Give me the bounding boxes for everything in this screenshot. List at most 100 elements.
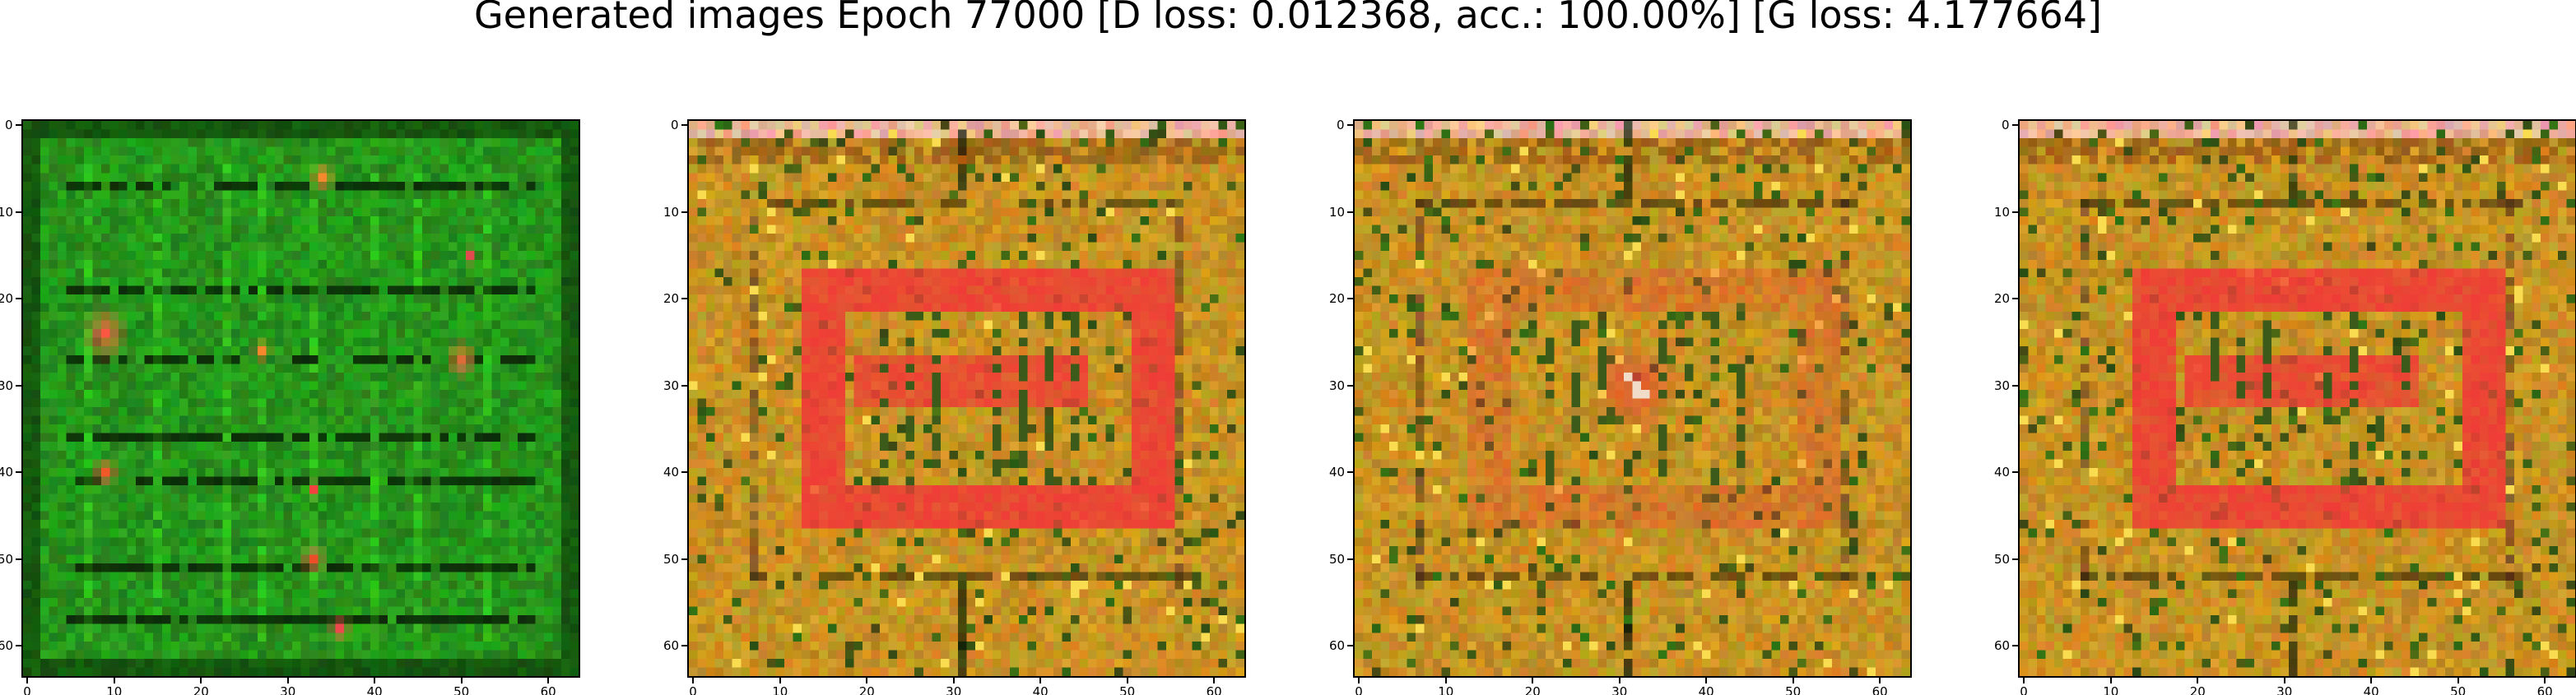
image-pixel <box>543 598 553 607</box>
image-pixel <box>274 312 284 321</box>
image-pixel <box>196 372 206 382</box>
image-pixel <box>75 511 85 521</box>
image-pixel <box>318 641 328 651</box>
image-pixel <box>170 312 180 321</box>
image-pixel <box>543 484 553 494</box>
image-pixel <box>370 606 379 616</box>
image-pixel <box>758 207 768 217</box>
image-pixel <box>1114 190 1123 200</box>
image-pixel <box>526 623 536 633</box>
image-pixel <box>274 268 284 278</box>
image-pixel <box>491 589 501 599</box>
image-pixel <box>766 146 776 156</box>
image-pixel <box>422 484 431 494</box>
image-pixel <box>352 190 362 200</box>
image-pixel <box>766 138 776 147</box>
image-pixel <box>205 641 215 651</box>
image-pixel <box>361 225 371 234</box>
image-pixel <box>1044 146 1054 156</box>
image-pixel <box>23 484 32 494</box>
image-pixel <box>1157 181 1167 191</box>
image-pixel <box>205 198 215 208</box>
image-pixel <box>274 129 284 139</box>
image-pixel <box>570 276 579 286</box>
image-pixel <box>344 658 353 668</box>
image-pixel <box>49 415 58 425</box>
image-pixel <box>239 650 249 660</box>
image-pixel <box>775 121 785 130</box>
image-pixel <box>370 572 379 581</box>
image-pixel <box>387 146 397 156</box>
image-pixel <box>413 606 423 616</box>
image-pixel <box>335 528 345 538</box>
image-pixel <box>396 372 406 382</box>
image-pixel <box>231 146 240 156</box>
image-pixel <box>92 407 102 416</box>
image-pixel <box>179 658 188 668</box>
image-pixel <box>214 198 223 208</box>
image-pixel <box>231 294 240 303</box>
image-pixel <box>153 234 162 243</box>
image-pixel <box>31 623 41 633</box>
image-pixel <box>136 129 145 139</box>
image-pixel <box>300 268 310 278</box>
image-pixel <box>49 641 58 651</box>
image-pixel <box>1001 155 1011 164</box>
image-pixel <box>83 155 93 164</box>
image-pixel <box>543 354 553 364</box>
image-pixel <box>509 415 518 425</box>
image-pixel <box>543 641 553 651</box>
image-pixel <box>370 503 379 512</box>
image-pixel <box>309 276 319 286</box>
image-pixel <box>222 389 232 399</box>
image-pixel <box>92 433 102 442</box>
image-pixel <box>327 181 336 191</box>
image-pixel <box>283 259 293 269</box>
image-pixel <box>457 476 467 486</box>
image-pixel <box>439 554 449 564</box>
image-pixel <box>309 312 319 321</box>
image-pixel <box>500 632 509 642</box>
image-pixel <box>560 580 570 590</box>
image-pixel <box>83 598 93 607</box>
image-pixel <box>83 580 93 590</box>
image-pixel <box>127 632 137 642</box>
image-pixel <box>344 146 353 156</box>
image-pixel <box>1018 146 1028 156</box>
image-pixel <box>188 484 198 494</box>
image-pixel <box>405 190 414 200</box>
image-pixel <box>100 606 110 616</box>
image-pixel <box>309 407 319 416</box>
image-pixel <box>222 216 232 225</box>
image-pixel <box>231 450 240 460</box>
image-pixel <box>58 424 67 433</box>
image-pixel <box>379 337 388 347</box>
image-pixel <box>422 563 431 572</box>
image-pixel <box>266 138 276 147</box>
image-pixel <box>153 606 162 616</box>
image-pixel <box>500 528 509 538</box>
image-pixel <box>526 493 536 503</box>
image-pixel <box>309 138 319 147</box>
image-pixel <box>993 225 1002 234</box>
image-pixel <box>161 225 171 234</box>
image-pixel <box>983 234 993 243</box>
image-pixel <box>222 398 232 408</box>
image-pixel <box>465 528 475 538</box>
image-pixel <box>100 207 110 217</box>
image-pixel <box>249 259 258 269</box>
image-pixel <box>491 381 501 391</box>
image-pixel <box>370 173 379 183</box>
image-pixel <box>500 503 509 512</box>
image-pixel <box>327 467 336 477</box>
image-pixel <box>535 667 545 676</box>
image-pixel <box>439 337 449 347</box>
image-pixel <box>448 164 458 174</box>
image-pixel <box>932 190 942 200</box>
image-pixel <box>318 598 328 607</box>
image-pixel <box>543 155 553 164</box>
image-pixel <box>352 234 362 243</box>
image-pixel <box>352 598 362 607</box>
image-pixel <box>214 303 223 313</box>
image-pixel <box>518 173 527 183</box>
